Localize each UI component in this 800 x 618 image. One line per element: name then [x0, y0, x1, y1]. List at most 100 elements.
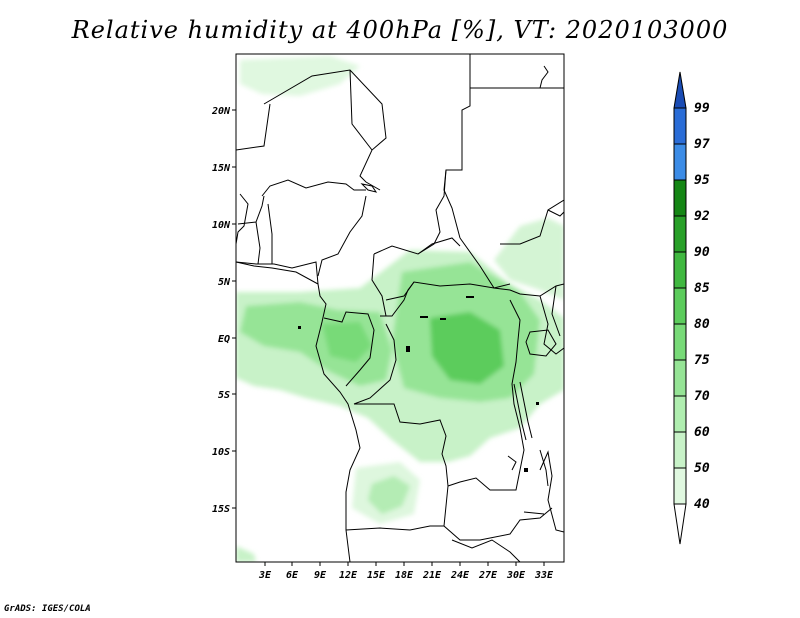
border-nigeria-niger	[261, 179, 366, 197]
coastline-west	[236, 261, 361, 562]
country-borders	[236, 54, 564, 562]
humidity-region-dark-east	[430, 312, 504, 384]
colorbar-label: 95	[694, 173, 710, 188]
border-drc-east	[447, 299, 525, 491]
border-congo-drc	[380, 281, 415, 317]
lakes	[360, 65, 557, 515]
border-sahara	[263, 69, 387, 191]
tick-marks	[232, 109, 545, 566]
colorbar-label: 60	[694, 425, 710, 440]
colorbar-segment	[674, 252, 686, 288]
colorbar-label: 99	[694, 101, 710, 116]
lon-label: 3E	[258, 570, 272, 581]
border-west-africa-d	[267, 203, 273, 264]
lake-chad	[360, 183, 378, 193]
colorbar-label: 50	[694, 461, 710, 476]
lat-label: 10N	[212, 220, 231, 231]
colorbar-segment	[674, 360, 686, 396]
lake-tanganyika	[513, 383, 527, 441]
border-west-africa-b	[236, 103, 271, 151]
border-west-africa-c	[255, 221, 261, 265]
lake-kariba	[523, 511, 545, 515]
border-mozambique	[539, 450, 564, 533]
chart-title: Relative humidity at 400hPa [%], VT: 202…	[71, 16, 729, 44]
colorbar-segment	[674, 468, 686, 504]
lake-mweru	[507, 455, 517, 471]
colorbar-label: 40	[694, 497, 710, 512]
border-ethiopia-sudan	[500, 199, 564, 245]
lon-label: 12E	[339, 570, 358, 581]
lat-label: EQ	[218, 334, 230, 345]
humidity-shading	[236, 56, 564, 562]
lon-label: 21E	[422, 570, 442, 581]
humidity-region-north	[240, 56, 360, 96]
border-chad-sudan	[417, 169, 447, 255]
lake-victoria	[525, 329, 557, 357]
lat-label: 5S	[218, 390, 230, 401]
lon-label: 33E	[534, 570, 554, 581]
border-sudan-south	[459, 237, 564, 297]
colorbar-frame	[673, 107, 687, 505]
colorbar-label: 85	[694, 281, 710, 296]
lon-label: 30E	[506, 570, 526, 581]
map-frame	[235, 53, 565, 563]
lake-malawi	[539, 449, 549, 487]
border-gabon-congo	[323, 311, 375, 387]
colorbar-segment	[674, 324, 686, 360]
humidity-region-dark-west	[322, 322, 372, 362]
colorbar-segment	[674, 432, 686, 468]
lon-label: 27E	[478, 570, 498, 581]
credit-text: GrADS: IGES/COLA	[4, 604, 91, 614]
border-east-africa	[539, 295, 564, 355]
lat-label: 10S	[212, 447, 230, 458]
lake-tanganyika-east	[519, 381, 533, 439]
lat-label: 5N	[218, 277, 231, 288]
colorbar-label: 97	[694, 137, 710, 152]
lat-label: 20N	[211, 106, 231, 117]
lake-tana	[539, 65, 549, 89]
border-west-africa-a	[237, 195, 265, 225]
colorbar-segment	[674, 288, 686, 324]
border-angola-east	[443, 485, 553, 541]
colorbar-label: 92	[694, 209, 710, 224]
colorbar-segment	[674, 180, 686, 216]
colorbar-label: 75	[694, 353, 710, 368]
lat-label: 15S	[212, 504, 230, 515]
lon-label: 9E	[314, 570, 327, 581]
border-ethiopia	[547, 209, 564, 217]
border-angola-south	[345, 525, 444, 531]
border-cameroon-east	[371, 253, 387, 317]
lon-label: 18E	[395, 570, 414, 581]
border-libya-egypt	[443, 54, 471, 239]
border-west-africa-e	[236, 193, 249, 245]
border-zambia-zimbabwe	[451, 539, 521, 562]
colorbar-bottom-arrow	[673, 503, 687, 545]
lon-label: 6E	[286, 570, 299, 581]
border-chad-car	[373, 237, 461, 255]
lon-labels: 3E 6E 9E 12E 15E 18E 21E 24E 27E 30E 33E	[258, 570, 554, 581]
humidity-region-south-outer	[352, 462, 420, 524]
humidity-region-east	[494, 218, 564, 300]
colorbar-segment	[674, 396, 686, 432]
colorbar-label: 80	[694, 317, 710, 332]
border-angola-drc	[354, 403, 449, 487]
lon-label: 15E	[367, 570, 386, 581]
border-congo-river	[353, 323, 397, 405]
coastline-gulf-guinea-north	[236, 261, 319, 285]
lat-label: 15N	[212, 163, 231, 174]
lon-label: 24E	[450, 570, 470, 581]
small-water-marks	[298, 296, 539, 472]
lat-labels: 20N 15N 10N 5N EQ 5S 10S 15S	[211, 106, 231, 515]
colorbar-label: 70	[694, 389, 710, 404]
border-niger-chad	[349, 69, 373, 151]
colorbar-segment	[674, 108, 686, 144]
colorbar-segment	[674, 144, 686, 180]
colorbar-segment	[674, 216, 686, 252]
humidity-region-southwest	[236, 546, 256, 562]
border-nigeria-east	[317, 195, 367, 277]
colorbar: 99 97 95 92 90 85 80 75 70 60 50 40	[673, 71, 710, 545]
colorbar-label: 90	[694, 245, 710, 260]
border-uganda-kenya	[551, 285, 561, 337]
colorbar-top-arrow	[673, 71, 687, 109]
